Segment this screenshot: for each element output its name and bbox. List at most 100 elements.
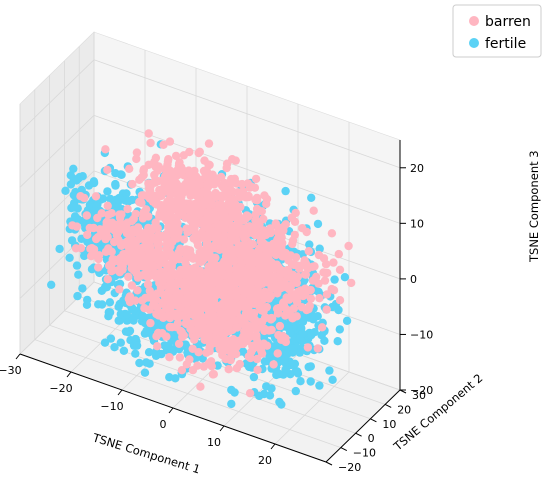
point-barren — [146, 318, 155, 328]
point-barren — [118, 240, 127, 249]
point-barren — [329, 286, 339, 295]
point-fertile — [142, 358, 151, 367]
grid-line-z-left — [19, 170, 95, 244]
point-barren — [103, 165, 112, 174]
point-barren — [204, 225, 213, 234]
point-barren — [304, 247, 313, 256]
point-fertile — [110, 343, 119, 352]
point-barren — [295, 264, 304, 273]
point-barren — [101, 145, 110, 154]
point-fertile — [131, 349, 140, 358]
point-barren — [208, 370, 218, 379]
x-tick-label: 20 — [258, 454, 272, 467]
point-barren — [173, 297, 182, 307]
point-fertile — [328, 375, 337, 384]
point-barren — [248, 240, 257, 249]
z-tick-label: −20 — [410, 384, 433, 397]
point-barren — [258, 275, 268, 284]
point-barren — [231, 200, 240, 209]
point-barren — [288, 236, 298, 245]
point-barren — [159, 184, 168, 194]
point-barren — [151, 218, 160, 227]
point-barren — [165, 137, 175, 146]
point-fertile — [290, 359, 300, 368]
point-barren — [71, 244, 81, 253]
point-fertile — [142, 326, 151, 335]
point-fertile — [72, 261, 82, 270]
point-barren — [315, 294, 324, 303]
point-fertile — [66, 171, 76, 180]
point-barren — [275, 321, 285, 331]
point-fertile — [85, 200, 95, 209]
point-barren — [284, 306, 294, 315]
point-barren — [185, 147, 194, 157]
point-barren — [227, 350, 237, 359]
point-barren — [258, 238, 267, 247]
point-barren — [144, 184, 154, 193]
point-barren — [151, 153, 161, 162]
point-fertile — [47, 280, 56, 289]
point-fertile — [82, 300, 92, 309]
point-barren — [252, 354, 262, 364]
point-fertile — [335, 325, 344, 334]
point-fertile — [277, 400, 286, 409]
point-barren — [322, 290, 332, 299]
point-barren — [223, 344, 232, 353]
point-barren — [268, 283, 277, 292]
point-barren — [271, 250, 281, 260]
z-tick-label: 10 — [410, 217, 424, 230]
point-barren — [216, 308, 225, 318]
point-fertile — [84, 181, 94, 190]
point-fertile — [288, 344, 298, 354]
point-fertile — [281, 186, 290, 196]
point-barren — [83, 230, 92, 240]
point-barren — [241, 231, 250, 241]
legend-marker-barren — [469, 16, 479, 26]
point-barren — [125, 164, 134, 173]
point-fertile — [132, 341, 142, 350]
point-barren — [189, 203, 198, 212]
point-barren — [232, 364, 242, 373]
point-barren — [129, 265, 138, 275]
point-barren — [213, 174, 222, 183]
point-barren — [207, 362, 216, 371]
point-barren — [185, 276, 195, 286]
point-barren — [305, 301, 314, 311]
point-barren — [118, 265, 127, 274]
point-fertile — [66, 180, 76, 189]
point-barren — [195, 322, 204, 332]
point-barren — [171, 151, 181, 161]
point-fertile — [314, 287, 323, 297]
point-fertile — [295, 348, 304, 357]
point-barren — [289, 292, 298, 301]
point-barren — [288, 271, 297, 281]
point-fertile — [305, 240, 314, 249]
point-barren — [204, 139, 214, 148]
point-barren — [168, 220, 178, 230]
point-fertile — [306, 331, 316, 340]
y-tick-label: −10 — [353, 447, 376, 460]
point-barren — [222, 282, 231, 291]
point-barren — [82, 211, 92, 220]
point-barren — [174, 339, 184, 348]
point-barren — [89, 223, 98, 233]
x-tick-mark — [15, 353, 21, 360]
point-barren — [278, 332, 288, 341]
point-barren — [139, 208, 148, 217]
point-barren — [127, 281, 137, 290]
point-barren — [308, 276, 318, 285]
point-fertile — [320, 336, 329, 345]
point-barren — [94, 254, 103, 264]
point-barren — [149, 296, 159, 305]
point-barren — [309, 206, 318, 215]
point-barren — [260, 313, 270, 323]
point-fertile — [296, 377, 305, 386]
point-barren — [205, 343, 214, 352]
point-barren — [236, 279, 246, 288]
point-barren — [123, 204, 132, 214]
point-barren — [227, 235, 236, 244]
point-barren — [321, 260, 331, 269]
point-barren — [146, 138, 155, 148]
point-barren — [159, 212, 168, 221]
